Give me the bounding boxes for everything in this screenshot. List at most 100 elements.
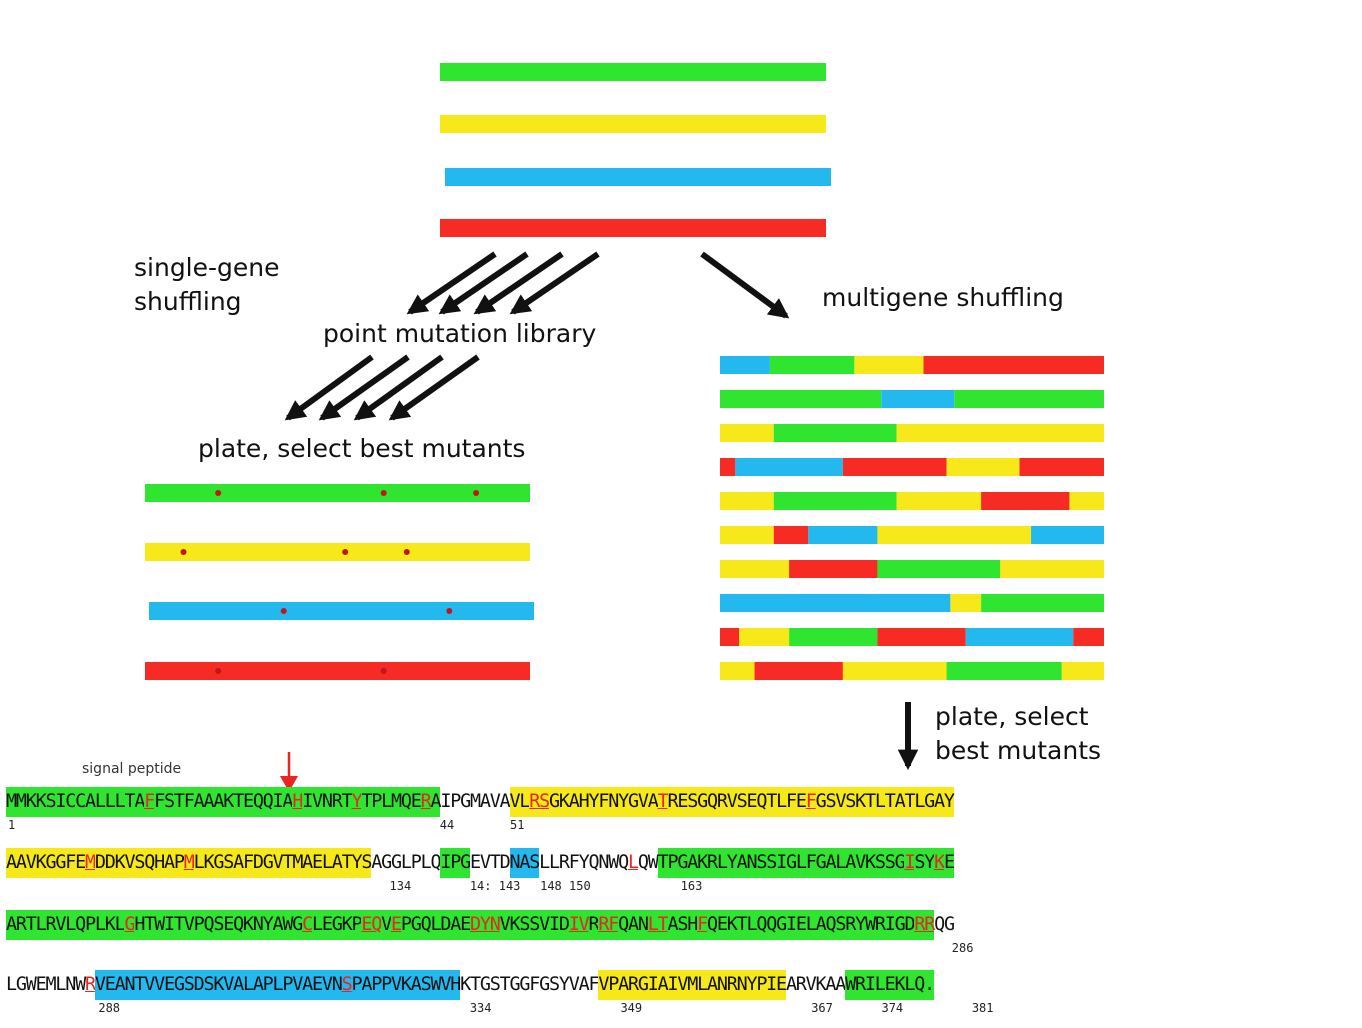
mutant-gene-red [145,662,530,680]
residue-number: 14: 143 [469,879,521,893]
sequence-segment: SY [914,848,935,878]
shuffle-arrow-3 [473,251,564,315]
mutation-residue: E [391,910,402,940]
chimera-segment-red [923,356,1104,374]
chimera-segment-yellow [739,628,790,646]
chimera-segment-blue [965,628,1074,646]
sequence-segment: V [381,910,392,940]
sequence-segment: TPLMQE [361,787,422,817]
chimera-segment-yellow [720,492,774,510]
mutation-residue: F [805,787,817,817]
chimera-segment-blue [720,356,770,374]
sequence-segment: TPGAKRLYANSSIGLFGALAVKSSG [657,848,906,878]
mutation-residue: IV [568,910,590,940]
sequence-segment: VL [509,787,530,817]
mutation-residue: DY [470,910,491,940]
chimera-segment-yellow [946,458,1020,476]
sequence-line: MMKKSICCALLLTAFFSTFAAAKTEQQIAHIVNRTYTPLM… [6,787,955,817]
residue-number: 286 [951,941,974,955]
sequence-segment: WRILEKLQ. [845,970,935,1000]
chimera-segment-red [773,526,809,544]
sequence-segment: ARVKAA [785,974,846,995]
sequence-segment: LEGKP [312,910,363,940]
sequence-segment: IPG [440,848,471,878]
residue-number: 334 [469,1001,492,1015]
chimera-segment-yellow [1000,560,1104,578]
mutation-dot [380,490,387,496]
chimera-segment-yellow [1061,662,1104,680]
mutation-dot [342,549,349,555]
sequence-line: ARTLRVLQPLKLGHTWITVPQSEQKNYAWGCLEGKPEQVE… [6,910,955,940]
mutation-dot [380,668,387,674]
sequence-segment: IVNRT [302,787,353,817]
chimera-segment-red [981,492,1070,510]
mutation-residue: L [628,852,639,873]
chimera-segment-red [720,458,736,476]
chimera-segment-green [773,492,897,510]
shuffle-arrow-2 [438,251,529,315]
chimera-segment-red [1019,458,1104,476]
sequence-segment: LLRFYQNWQ [539,852,629,873]
sequence-segment: LKGSAFDGVTMAELATYS [193,848,372,878]
mutation-dot [215,668,222,674]
mutation-residue: G [124,910,136,940]
residue-number: 44 [439,818,455,832]
chimera-segment-red [789,560,878,578]
mutation-residue: EQ [361,910,382,940]
chimera-segment-blue [1031,526,1104,544]
sequence-segment: MMKKSICCALLLTA [6,787,145,817]
sequence-segment: ASH [667,910,698,940]
sequence-segment: R [588,910,600,940]
chimera-segment-green [981,594,1104,612]
sequence-segment: FSTFAAAKTEQQIA [154,787,294,817]
mutant-gene-yellow [145,543,530,561]
mutation-dot [446,608,453,614]
parent-gene-green [440,63,826,81]
sequence-segment: RESGQRVSEQTLFE [667,787,807,817]
chimera-segment-green [789,628,878,646]
residue-number: 381 [971,1001,994,1015]
mutant-gene-blue [149,602,534,620]
residue-number: 349 [620,1001,643,1015]
sequence-segment: VPARGIAIVMLANRNYPIE [598,970,787,1000]
plate-select-label-right: plate, select best mutants [935,700,1101,768]
mutation-dot [280,608,287,614]
mutation-arrow-3 [353,354,444,421]
chimera-segment-yellow [854,356,924,374]
sequence-segment: E [943,848,955,878]
residue-number: 367 [811,1001,833,1015]
chimera-segment-yellow [896,424,1104,442]
mutation-residue: T [657,787,669,817]
sequence-segment: NAS [509,848,540,878]
multigene-arrow [700,251,790,319]
mutation-arrow-2 [318,354,410,421]
mutation-dot [473,490,480,496]
sequence-segment: DDKVSQHAP [94,848,185,878]
sequence-segment: AGGLPLQ [371,852,441,873]
sequence-segment: QW [637,852,659,873]
sequence-segment: HTWITVPQSEQKNYAWG [134,910,303,940]
chimera-segment-green [769,356,855,374]
chimera-segment-yellow [877,526,1032,544]
parent-gene-red [440,219,826,237]
mutation-residue: K [934,848,945,878]
chimera-segment-yellow [720,424,774,442]
shuffle-arrow-1 [406,251,497,315]
single-gene-label-line1: single-gene [134,253,280,282]
signal-cleavage-arrowhead [280,776,298,792]
chimera-segment-red [1073,628,1104,646]
mutation-residue: H [292,787,303,817]
mutation-dot [215,490,222,496]
sequence-segment: IPGMAVA [440,791,510,812]
chimera-segment-green [720,390,882,408]
point-mutation-library-label: point mutation library [323,319,597,348]
mutation-residue: M [183,848,195,878]
residue-number: 148 150 [540,879,591,893]
sequence-segment: A [430,787,442,817]
chimera-segment-yellow [720,526,774,544]
single-gene-shuffling-label: single-gene shuffling [134,251,280,319]
shuffle-arrow-4 [509,251,600,315]
mutation-residue: N [489,910,501,940]
sequence-segment: PGQLDAE [400,910,471,940]
mutation-dot [403,549,410,555]
